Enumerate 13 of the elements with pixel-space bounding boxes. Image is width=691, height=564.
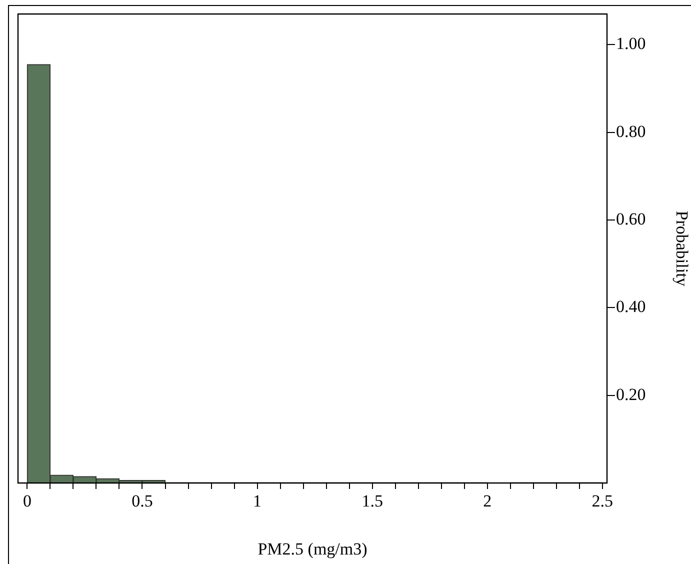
y-tick-label: 1.00	[616, 34, 646, 54]
y-axis-title: Probability	[672, 210, 691, 287]
y-tick-label: 0.40	[616, 297, 646, 316]
x-tick-label: 1	[253, 492, 262, 511]
x-axis-title: PM2.5 (mg/m3)	[258, 539, 368, 558]
y-tick-label: 0.60	[616, 209, 646, 228]
x-tick-label: 0	[22, 492, 32, 511]
x-tick-label: 2.5	[592, 492, 614, 511]
x-tick-label: 2	[483, 492, 492, 511]
y-tick-label: 0.20	[616, 384, 646, 404]
y-tick-label: 0.80	[616, 122, 646, 141]
x-tick-label: 0.5	[132, 492, 153, 511]
x-tick-label: 1.5	[362, 492, 383, 511]
